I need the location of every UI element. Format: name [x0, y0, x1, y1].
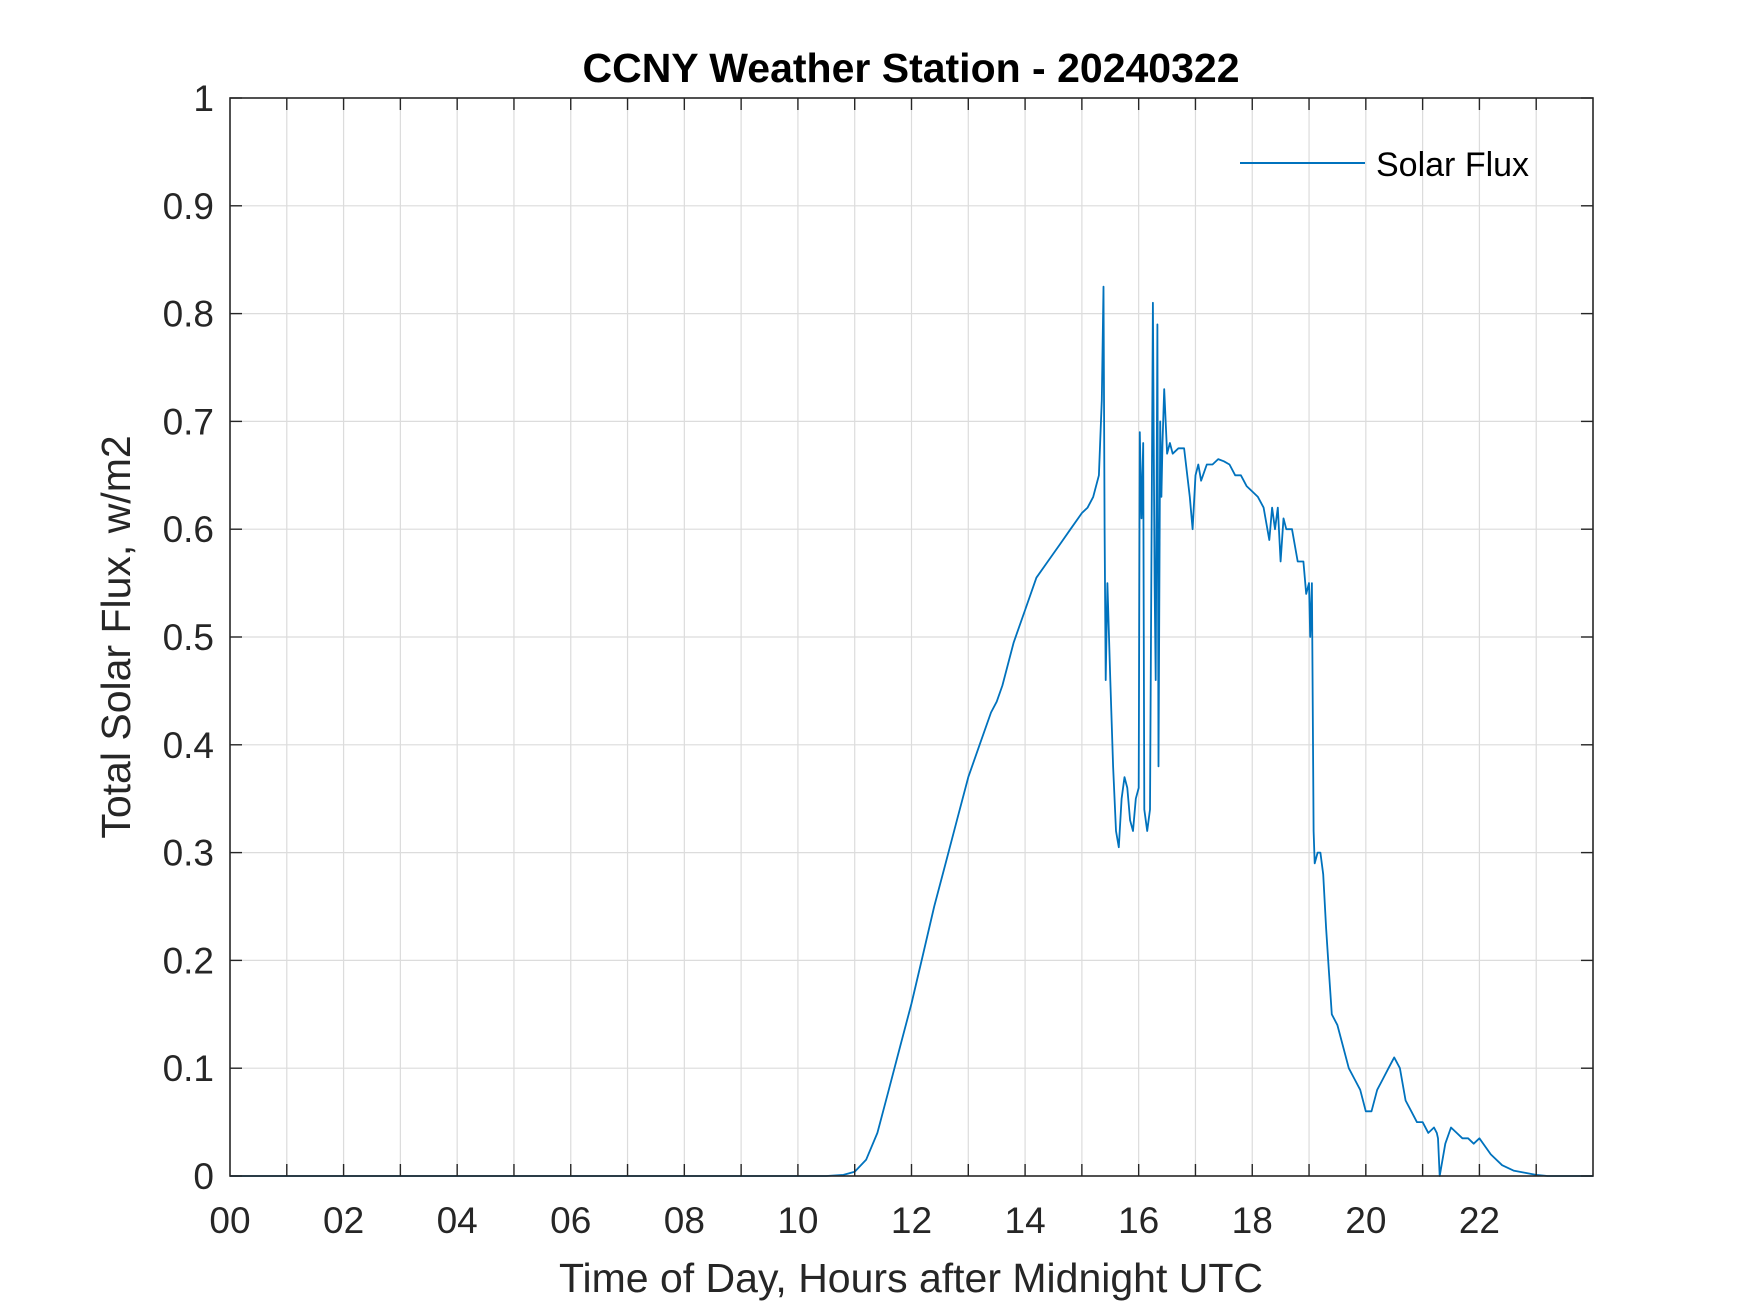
- legend[interactable]: Solar Flux: [1240, 146, 1529, 184]
- y-tick-label: 0.9: [163, 186, 214, 227]
- y-tick-label: 1: [193, 78, 214, 119]
- legend-entry-solar-flux: Solar Flux: [1376, 146, 1529, 184]
- x-tick-label: 06: [550, 1200, 591, 1241]
- series-layer: [230, 285, 1593, 1177]
- y-tick-label: 0.2: [163, 940, 214, 981]
- y-axis-label: Total Solar Flux, w/m2: [93, 435, 139, 838]
- x-tick-label: 22: [1459, 1200, 1500, 1241]
- x-tick-label: 08: [664, 1200, 705, 1241]
- x-axis-label: Time of Day, Hours after Midnight UTC: [559, 1255, 1263, 1301]
- y-tick-label: 0.5: [163, 617, 214, 658]
- y-tick-label: 0.8: [163, 294, 214, 335]
- tick-labels: 0 0.1 0.2 0.3 0.4 0.5 0.6 0.7 0.8 0.9 1 00 02 04 06 08 1…: [163, 78, 1500, 1241]
- y-tick-label: 0.1: [163, 1048, 214, 1089]
- grid: [230, 98, 1593, 1176]
- x-tick-label: 10: [777, 1200, 818, 1241]
- y-tick-label: 0.4: [163, 725, 214, 766]
- ticks: [230, 97, 1593, 1177]
- x-tick-label: 16: [1118, 1200, 1159, 1241]
- x-tick-label: 12: [891, 1200, 932, 1241]
- y-tick-label: 0: [193, 1156, 214, 1197]
- chart-title: CCNY Weather Station - 20240322: [582, 45, 1239, 91]
- y-tick-label: 0.6: [163, 509, 214, 550]
- x-tick-label: 04: [437, 1200, 478, 1241]
- x-tick-label: 18: [1232, 1200, 1273, 1241]
- y-tick-label: 0.3: [163, 833, 214, 874]
- y-tick-label: 0.7: [163, 401, 214, 442]
- series-line-solar-flux: [230, 285, 1593, 1177]
- x-tick-label: 00: [209, 1200, 250, 1241]
- x-tick-label: 02: [323, 1200, 364, 1241]
- x-tick-label: 20: [1345, 1200, 1386, 1241]
- x-tick-label: 14: [1005, 1200, 1046, 1241]
